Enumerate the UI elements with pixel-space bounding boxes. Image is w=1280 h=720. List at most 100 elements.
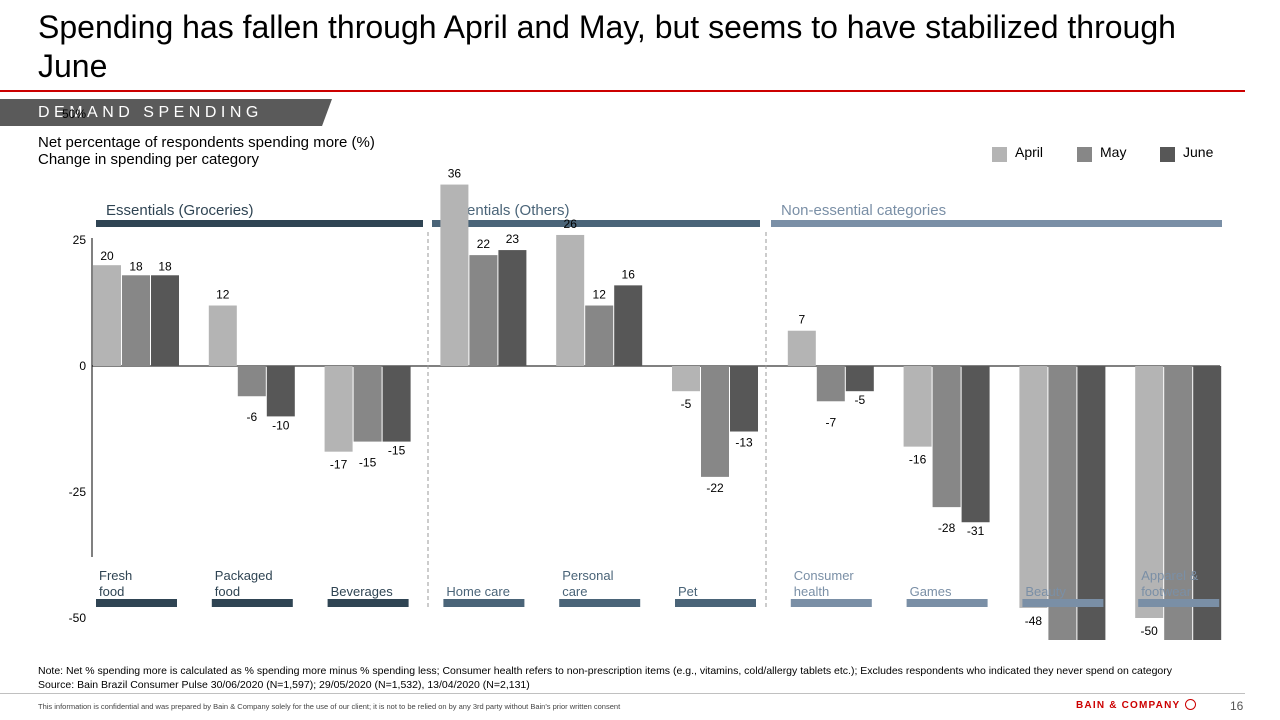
category-bar-fresh-food bbox=[96, 599, 177, 607]
category-label: Apparel & bbox=[1141, 568, 1198, 583]
bar-pet-april bbox=[672, 366, 700, 392]
confidentiality-disclaimer: This information is confidential and was… bbox=[38, 702, 621, 711]
data-label-home-care-may: 22 bbox=[477, 237, 491, 251]
data-label-pet-may: -22 bbox=[706, 481, 724, 495]
page-title: Spending has fallen through April and Ma… bbox=[38, 9, 1176, 84]
legend-swatch bbox=[992, 147, 1007, 162]
data-label-personal-care-may: 12 bbox=[593, 288, 607, 302]
group-header-label-non-essential-categories: Non-essential categories bbox=[781, 202, 946, 219]
bar-beverages-june bbox=[382, 366, 411, 442]
category-bar-home-care bbox=[443, 599, 525, 607]
data-label-beauty-april: -48 bbox=[1025, 614, 1043, 628]
category-bar-beverages bbox=[327, 599, 409, 607]
data-label-pet-april: -5 bbox=[681, 397, 692, 411]
bar-apparel-and-footwear-april bbox=[1135, 366, 1164, 618]
data-label-beverages-april: -17 bbox=[330, 458, 348, 472]
category-label: Personal bbox=[562, 568, 613, 583]
category-label: food bbox=[215, 584, 240, 599]
bar-fresh-food-april bbox=[93, 265, 121, 366]
category-label: Fresh bbox=[99, 568, 132, 583]
bar-home-care-april bbox=[440, 184, 469, 366]
data-label-home-care-june: 23 bbox=[506, 232, 520, 246]
category-bar-consumer-health bbox=[790, 599, 872, 607]
data-label-fresh-food-april: 20 bbox=[100, 249, 114, 263]
category-label: food bbox=[99, 584, 124, 599]
y-tick-label: -50 bbox=[69, 611, 87, 625]
bar-pet-june bbox=[730, 366, 758, 432]
data-label-packaged-food-may: -6 bbox=[246, 410, 257, 424]
data-label-pet-june: -13 bbox=[735, 436, 753, 450]
bar-games-april bbox=[903, 366, 932, 447]
data-label-fresh-food-may: 18 bbox=[129, 259, 143, 273]
bar-beverages-april bbox=[324, 366, 353, 452]
group-header-bar-non-essential-categories bbox=[771, 220, 1222, 227]
data-label-beverages-june: -15 bbox=[388, 444, 406, 458]
data-label-consumer-health-may: -7 bbox=[825, 415, 836, 429]
data-label-home-care-april: 36 bbox=[448, 167, 462, 181]
category-label: health bbox=[794, 584, 829, 599]
category-label: Home care bbox=[446, 584, 510, 599]
logo-text: BAIN & COMPANY bbox=[1076, 700, 1181, 711]
data-label-personal-care-april: 26 bbox=[564, 217, 578, 231]
category-bar-personal-care bbox=[559, 599, 641, 607]
bar-fresh-food-june bbox=[151, 275, 179, 366]
bar-personal-care-june bbox=[614, 285, 643, 366]
bar-chart: 50%250-25-50-75Essentials (Groceries)Ess… bbox=[62, 107, 1222, 640]
bar-apparel-and-footwear-may bbox=[1164, 366, 1193, 640]
legend-label: April bbox=[1015, 144, 1044, 160]
legend-swatch bbox=[1160, 147, 1175, 162]
bar-packaged-food-june bbox=[266, 366, 295, 417]
category-label: Beauty bbox=[1025, 584, 1066, 599]
legend-label: June bbox=[1183, 144, 1214, 160]
bar-apparel-and-footwear-june bbox=[1193, 366, 1222, 640]
data-label-beverages-may: -15 bbox=[359, 456, 377, 470]
bar-beauty-may bbox=[1048, 366, 1077, 640]
section-label: DEMAND SPENDING bbox=[38, 104, 263, 121]
category-label: footwear bbox=[1141, 584, 1192, 599]
category-label: Games bbox=[910, 584, 952, 599]
bar-personal-care-april bbox=[556, 234, 585, 366]
data-label-personal-care-june: 16 bbox=[622, 267, 636, 281]
data-label-fresh-food-june: 18 bbox=[158, 259, 172, 273]
bar-fresh-food-may bbox=[122, 275, 150, 366]
data-label-consumer-health-june: -5 bbox=[854, 393, 865, 407]
group-header-label-essentials-others: Essentials (Others) bbox=[442, 202, 570, 219]
y-tick-label: 0 bbox=[79, 359, 86, 373]
bar-consumer-health-april bbox=[787, 330, 816, 366]
chart-subtitle-primary: Net percentage of respondents spending m… bbox=[38, 134, 375, 151]
bar-pet-may bbox=[701, 366, 729, 477]
bar-consumer-health-june bbox=[845, 366, 874, 392]
legend-label: May bbox=[1100, 144, 1127, 160]
category-bar-pet bbox=[675, 599, 756, 607]
bar-beverages-may bbox=[353, 366, 382, 442]
bar-beauty-april bbox=[1019, 366, 1048, 608]
data-label-games-may: -28 bbox=[938, 521, 956, 535]
source-text: Source: Bain Brazil Consumer Pulse 30/06… bbox=[38, 679, 530, 691]
category-label: Beverages bbox=[331, 584, 394, 599]
y-tick-label: -25 bbox=[69, 485, 87, 499]
title-divider bbox=[0, 90, 1245, 92]
group-header-label-essentials-groceries: Essentials (Groceries) bbox=[106, 202, 254, 219]
data-label-consumer-health-april: 7 bbox=[798, 313, 805, 327]
category-bar-packaged-food bbox=[211, 599, 293, 607]
data-label-packaged-food-april: 12 bbox=[216, 288, 230, 302]
y-tick-label: 50% bbox=[62, 107, 86, 121]
bar-games-june bbox=[961, 366, 990, 523]
bar-personal-care-may bbox=[585, 305, 614, 366]
category-label: Consumer bbox=[794, 568, 855, 583]
category-bar-apparel-and-footwear bbox=[1138, 599, 1220, 607]
group-header-bar-essentials-groceries bbox=[96, 220, 423, 227]
legend-swatch bbox=[1077, 147, 1092, 162]
bar-consumer-health-may bbox=[816, 366, 845, 402]
note-text: Note: Net % spending more is calculated … bbox=[38, 665, 1172, 677]
y-tick-label: 25 bbox=[73, 233, 87, 247]
footer-divider bbox=[0, 693, 1245, 694]
bar-home-care-june bbox=[498, 250, 527, 366]
category-label: care bbox=[562, 584, 587, 599]
data-label-apparel-and-footwear-april: -50 bbox=[1141, 624, 1159, 638]
bar-packaged-food-may bbox=[237, 366, 266, 397]
bar-home-care-may bbox=[469, 255, 498, 366]
category-bar-games bbox=[906, 599, 988, 607]
bar-games-may bbox=[932, 366, 961, 508]
bar-packaged-food-april bbox=[208, 305, 237, 366]
